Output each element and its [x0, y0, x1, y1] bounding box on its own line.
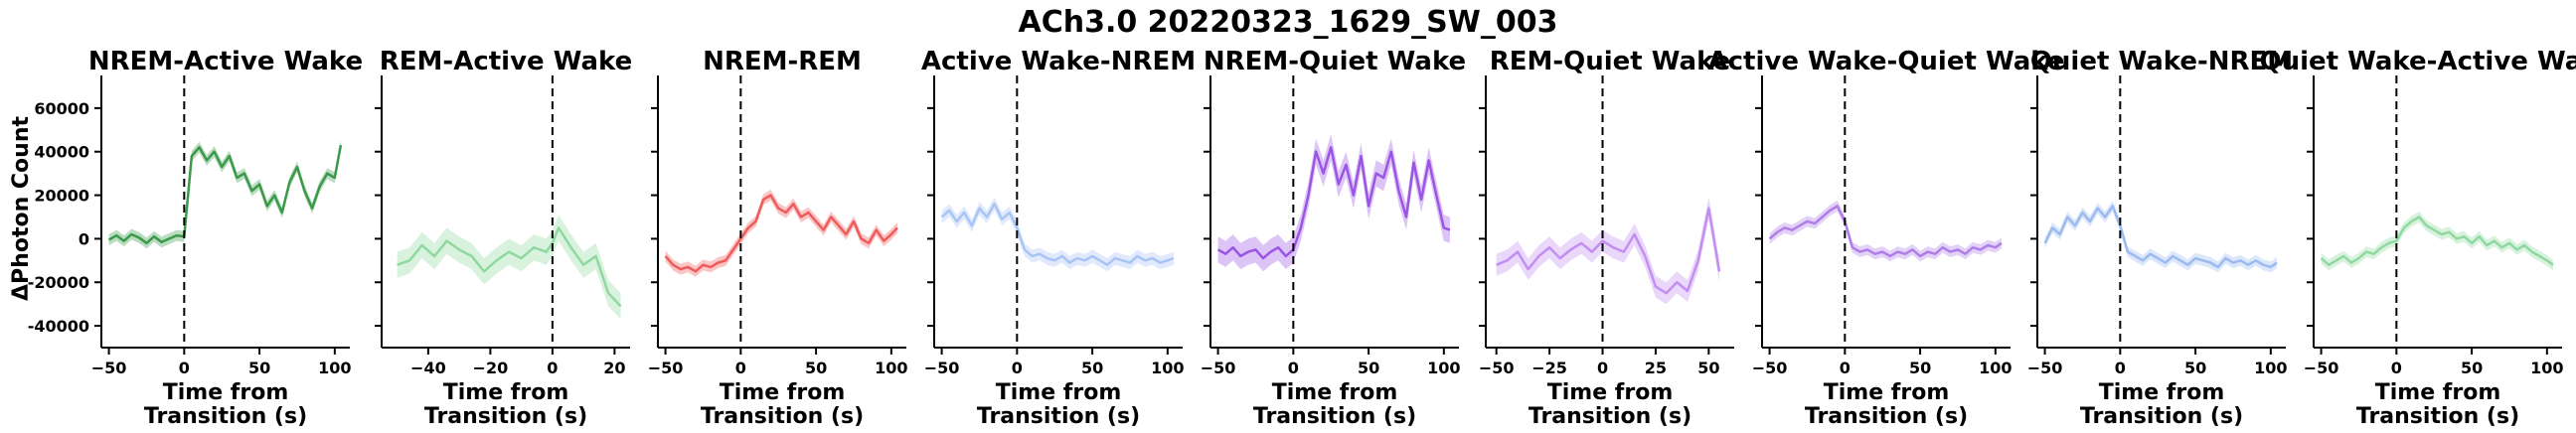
- x-tick-label: 100: [2530, 359, 2563, 377]
- x-axis-label: Time from: [1272, 380, 1398, 405]
- panel-2: REM-Active Wake −40 −20 0 20 Time fromTransit…: [375, 47, 632, 429]
- x-tick-label: 50: [2461, 359, 2483, 377]
- x-axis-label: Transition (s): [424, 404, 587, 429]
- panel-title: Quiet Wake-NREM: [2030, 47, 2293, 76]
- x-tick-label: −50: [1201, 359, 1236, 377]
- x-tick-label: 25: [1645, 359, 1667, 377]
- x-axis-label: Time from: [2375, 380, 2501, 405]
- x-tick-label: 100: [318, 359, 351, 377]
- error-band: [666, 190, 897, 277]
- x-tick-label: 50: [2184, 359, 2206, 377]
- x-tick-label: 0: [1597, 359, 1608, 377]
- x-tick-label: −20: [473, 359, 509, 377]
- y-tick-label: 40000: [34, 143, 89, 162]
- x-axis-label: Transition (s): [1529, 404, 1691, 429]
- x-tick-label: 50: [805, 359, 827, 377]
- panel-title: NREM-REM: [703, 47, 862, 76]
- panel-1: NREM-Active Wake -40000 -20000 0 20000 40000 6…: [28, 47, 363, 429]
- error-band: [2322, 212, 2553, 270]
- x-tick-label: −50: [924, 359, 960, 377]
- x-tick-label: 50: [248, 359, 270, 377]
- panel-9: Quiet Wake-Active Wake −50 0 50 100 Time from…: [2260, 47, 2576, 429]
- panel-6: REM-Quiet Wake −50 −25 0 25 50 Time fromTransi…: [1479, 47, 1734, 429]
- x-axis-label: Time from: [1547, 380, 1674, 405]
- x-axis-label: Time from: [443, 380, 569, 405]
- x-tick-label: 50: [1358, 359, 1379, 377]
- x-tick-label: 50: [1697, 359, 1719, 377]
- x-axis-label: Time from: [1824, 380, 1950, 405]
- y-tick-label: 0: [79, 229, 89, 248]
- panel-title: Active Wake-NREM: [921, 47, 1196, 76]
- panels: NREM-Active Wake-40000-20000020000400006…: [28, 47, 2576, 429]
- y-tick-label: 20000: [34, 187, 89, 206]
- panel-title: Quiet Wake-Active Wake: [2260, 47, 2576, 76]
- x-tick-label: −40: [410, 359, 446, 377]
- x-axis-label: Transition (s): [977, 404, 1140, 429]
- x-tick-label: 100: [1151, 359, 1184, 377]
- x-axis-label: Transition (s): [2080, 404, 2243, 429]
- x-tick-label: 0: [735, 359, 746, 377]
- x-axis-label: Time from: [2099, 380, 2225, 405]
- x-axis-label: Transition (s): [701, 404, 864, 429]
- panel-title: NREM-Quiet Wake: [1204, 47, 1466, 76]
- panel-title: NREM-Active Wake: [88, 47, 363, 76]
- figure-title: ACh3.0 20220323_1629_SW_003: [1019, 5, 1558, 40]
- panel-title: REM-Quiet Wake: [1490, 47, 1731, 76]
- x-tick-label: 0: [1288, 359, 1299, 377]
- y-tick-label: -20000: [28, 273, 89, 292]
- x-axis-label: Transition (s): [1253, 404, 1416, 429]
- error-band: [942, 198, 1174, 271]
- x-tick-label: 0: [2391, 359, 2402, 377]
- error-band: [398, 215, 621, 319]
- x-tick-label: −50: [1479, 359, 1515, 377]
- x-tick-label: 0: [1840, 359, 1851, 377]
- x-tick-label: −50: [2304, 359, 2339, 377]
- x-tick-label: 100: [1427, 359, 1460, 377]
- x-axis-label: Transition (s): [1805, 404, 1968, 429]
- x-axis-label: Transition (s): [144, 404, 307, 429]
- x-tick-label: −25: [1531, 359, 1567, 377]
- panel-7: Active Wake-Quiet Wake −50 0 50 100 Time from…: [1708, 47, 2065, 429]
- x-tick-label: 50: [1081, 359, 1103, 377]
- x-tick-label: 0: [1012, 359, 1023, 377]
- x-tick-label: −50: [2027, 359, 2063, 377]
- panel-title: Active Wake-Quiet Wake: [1708, 47, 2065, 76]
- x-axis-label: Transition (s): [2356, 404, 2519, 429]
- x-tick-label: 0: [2115, 359, 2126, 377]
- x-tick-label: 100: [2254, 359, 2287, 377]
- x-tick-label: 100: [875, 359, 907, 377]
- x-tick-label: −50: [648, 359, 684, 377]
- x-tick-label: 0: [547, 359, 558, 377]
- x-tick-label: −50: [1752, 359, 1788, 377]
- x-tick-label: 50: [1909, 359, 1931, 377]
- x-axis-label: Time from: [720, 380, 846, 405]
- x-tick-label: 100: [1979, 359, 2012, 377]
- panel-title: REM-Active Wake: [380, 47, 632, 76]
- x-tick-label: 0: [179, 359, 190, 377]
- panel-8: Quiet Wake-NREM −50 0 50 100 Time fromTransit…: [2027, 47, 2293, 429]
- panel-4: Active Wake-NREM −50 0 50 100 Time fromTransi…: [921, 47, 1196, 429]
- y-tick-label: -40000: [28, 317, 89, 336]
- x-axis-label: Time from: [996, 380, 1122, 405]
- x-tick-label: −50: [91, 359, 127, 377]
- panel-5: NREM-Quiet Wake −50 0 50 100 Time fromTransit…: [1201, 47, 1466, 429]
- y-tick-label: 60000: [34, 99, 89, 118]
- x-tick-label: 20: [603, 359, 625, 377]
- x-axis-label: Time from: [163, 380, 289, 405]
